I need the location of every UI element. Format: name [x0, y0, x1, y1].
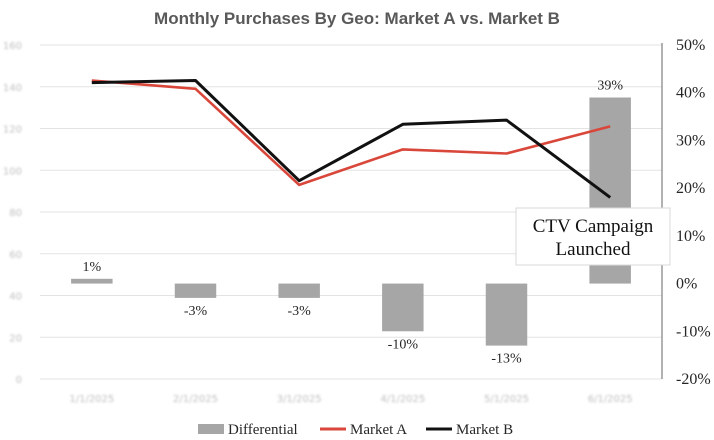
y-right-tick-label: 40%: [676, 85, 705, 102]
bar-data-label: -3%: [288, 304, 312, 319]
y-right-tick-label: -10%: [676, 323, 711, 340]
differential-bar: [174, 283, 217, 298]
legend-label-differential: Differential: [228, 422, 298, 438]
bar-data-label: 39%: [597, 78, 623, 93]
differential-bar: [485, 283, 528, 346]
x-tick-label: 6/1/2025: [588, 394, 633, 405]
differential-bar: [71, 278, 113, 284]
y-right-tick-label: 20%: [676, 180, 705, 197]
y-left-tick-label: 100: [3, 166, 22, 177]
y-left-tick-label: 120: [3, 125, 22, 136]
differential-bar: [278, 283, 320, 298]
gridlines: [40, 44, 662, 380]
x-tick-label: 5/1/2025: [484, 394, 529, 405]
bar-data-label: -3%: [184, 304, 208, 319]
y-right-tick-label: -20%: [676, 371, 711, 388]
chart-title: Monthly Purchases By Geo: Market A vs. M…: [154, 9, 560, 28]
bar-data-label: -10%: [388, 337, 419, 352]
y-right-tick-label: 0%: [676, 276, 697, 293]
y-right-tick-label: 50%: [676, 37, 705, 54]
x-tick-label: 3/1/2025: [277, 394, 322, 405]
legend-label-market-b: Market B: [456, 422, 513, 438]
y-left-tick-label: 80: [9, 208, 22, 219]
series-line-market-b: [91, 79, 612, 199]
y-left-tick-label: 160: [3, 41, 22, 52]
y-left-tick-label: 140: [3, 83, 22, 94]
y-right-tick-label: 10%: [676, 228, 705, 245]
annotation-text: Launched: [556, 239, 631, 260]
series-line-market-a: [91, 79, 611, 187]
legend-label-market-a: Market A: [350, 422, 407, 438]
annotation-text: CTV Campaign: [533, 216, 654, 237]
y-left-tick-label: 60: [9, 250, 22, 261]
y-left-tick-label: 40: [9, 292, 22, 303]
legend-swatch-differential: [198, 424, 224, 434]
x-tick-label: 2/1/2025: [173, 394, 218, 405]
y-left-tick-label: 20: [9, 333, 22, 344]
series-lines: [91, 79, 612, 199]
data-labels: 1% -3% -3% -10% -13% 39%: [82, 78, 623, 366]
differential-bar: [382, 283, 424, 332]
bar-data-label: -13%: [491, 352, 522, 367]
annotation-box: [515, 207, 671, 266]
x-tick-label: 4/1/2025: [380, 394, 425, 405]
y-right-tick-label: 30%: [676, 132, 705, 149]
legend: Differential Market A Market B: [198, 422, 513, 438]
x-tick-label: 1/1/2025: [69, 394, 114, 405]
bar-data-label: 1%: [82, 260, 101, 275]
y-left-tick-label: 0: [16, 375, 22, 386]
